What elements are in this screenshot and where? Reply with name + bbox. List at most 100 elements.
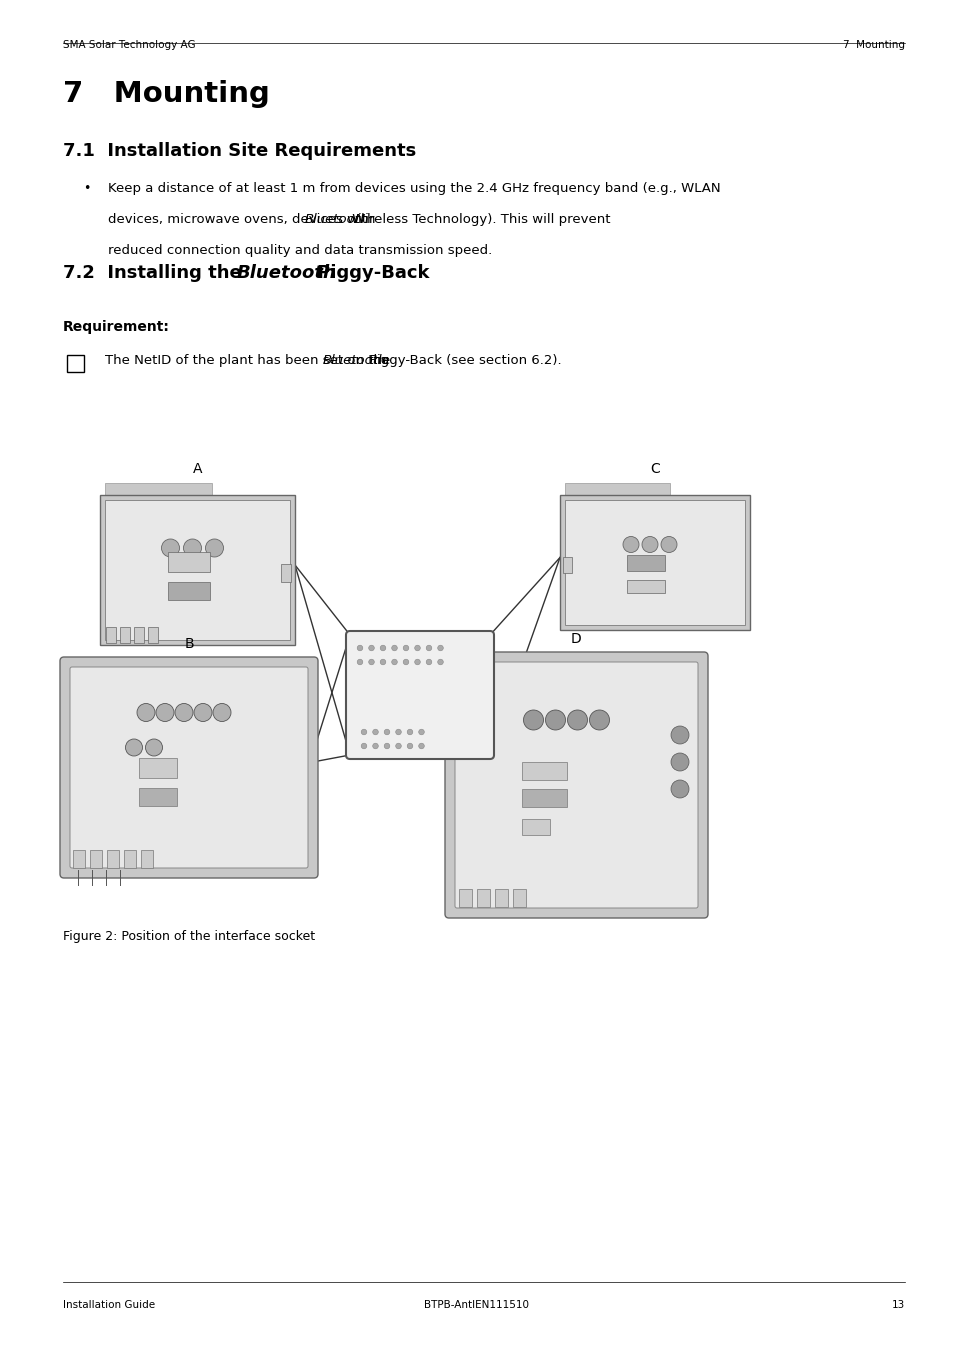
Circle shape xyxy=(356,660,362,665)
Bar xyxy=(521,790,566,807)
Bar xyxy=(107,850,119,868)
Circle shape xyxy=(368,660,374,665)
Text: Wireless Technology). This will prevent: Wireless Technology). This will prevent xyxy=(348,214,610,226)
Bar xyxy=(67,356,84,372)
Circle shape xyxy=(407,744,413,749)
FancyBboxPatch shape xyxy=(444,652,707,918)
Text: Bluetooth: Bluetooth xyxy=(236,264,336,283)
Circle shape xyxy=(384,729,390,734)
Circle shape xyxy=(426,660,432,665)
Bar xyxy=(521,763,566,780)
Text: devices, microwave ovens, devices with: devices, microwave ovens, devices with xyxy=(108,214,379,226)
Circle shape xyxy=(403,645,409,650)
Bar xyxy=(105,500,290,639)
Circle shape xyxy=(392,660,396,665)
Circle shape xyxy=(368,645,374,650)
Circle shape xyxy=(660,537,677,553)
Text: C: C xyxy=(649,462,659,476)
Text: D: D xyxy=(571,631,581,646)
Text: A: A xyxy=(193,462,202,476)
Text: B: B xyxy=(184,637,193,652)
Text: •: • xyxy=(83,183,91,195)
Text: Piggy-Back: Piggy-Back xyxy=(311,264,430,283)
Bar xyxy=(105,483,212,495)
Bar xyxy=(168,581,210,600)
Bar xyxy=(626,554,664,571)
Bar xyxy=(281,564,291,581)
Bar xyxy=(564,483,669,495)
Circle shape xyxy=(205,539,223,557)
Circle shape xyxy=(622,537,639,553)
Text: Figure 2: Position of the interface socket: Figure 2: Position of the interface sock… xyxy=(63,930,314,942)
Bar xyxy=(458,890,472,907)
Bar xyxy=(73,850,85,868)
Bar xyxy=(168,552,210,572)
Circle shape xyxy=(361,744,366,749)
Text: 7.2  Installing the: 7.2 Installing the xyxy=(63,264,248,283)
Circle shape xyxy=(426,645,432,650)
Bar xyxy=(148,627,158,644)
Circle shape xyxy=(174,703,193,722)
Text: Requirement:: Requirement: xyxy=(63,320,170,334)
Circle shape xyxy=(403,660,409,665)
Bar xyxy=(100,495,294,645)
FancyBboxPatch shape xyxy=(60,657,317,877)
Circle shape xyxy=(161,539,179,557)
Bar xyxy=(141,850,152,868)
Circle shape xyxy=(395,744,401,749)
Text: Installation Guide: Installation Guide xyxy=(63,1301,155,1310)
Text: Piggy-Back (see section 6.2).: Piggy-Back (see section 6.2). xyxy=(365,354,561,366)
Circle shape xyxy=(126,740,142,756)
Bar xyxy=(90,850,102,868)
Text: BTPB-AntIEN111510: BTPB-AntIEN111510 xyxy=(424,1301,529,1310)
Text: SMA Solar Technology AG: SMA Solar Technology AG xyxy=(63,41,195,50)
Bar xyxy=(495,890,507,907)
Circle shape xyxy=(373,744,378,749)
Circle shape xyxy=(156,703,173,722)
Circle shape xyxy=(137,703,154,722)
Circle shape xyxy=(437,645,443,650)
Text: 7   Mounting: 7 Mounting xyxy=(63,80,270,108)
Bar xyxy=(139,757,177,777)
Circle shape xyxy=(670,726,688,744)
Bar xyxy=(626,580,664,592)
Circle shape xyxy=(356,645,362,650)
Circle shape xyxy=(418,744,424,749)
Bar xyxy=(521,819,549,836)
Circle shape xyxy=(183,539,201,557)
Bar xyxy=(139,787,177,806)
Bar xyxy=(120,627,130,644)
Circle shape xyxy=(380,645,385,650)
FancyBboxPatch shape xyxy=(70,667,308,868)
Circle shape xyxy=(641,537,658,553)
Text: 7  Mounting: 7 Mounting xyxy=(842,41,904,50)
Circle shape xyxy=(415,645,420,650)
Text: Keep a distance of at least 1 m from devices using the 2.4 GHz frequency band (e: Keep a distance of at least 1 m from dev… xyxy=(108,183,720,195)
Circle shape xyxy=(395,729,401,734)
Circle shape xyxy=(545,710,565,730)
Circle shape xyxy=(384,744,390,749)
Text: Bluetooth: Bluetooth xyxy=(305,214,369,226)
Circle shape xyxy=(415,660,420,665)
Bar xyxy=(513,890,525,907)
Text: 7.1  Installation Site Requirements: 7.1 Installation Site Requirements xyxy=(63,142,416,160)
Circle shape xyxy=(392,645,396,650)
Circle shape xyxy=(146,740,162,756)
Bar xyxy=(106,627,116,644)
Circle shape xyxy=(418,729,424,734)
Circle shape xyxy=(407,729,413,734)
Circle shape xyxy=(567,710,587,730)
Circle shape xyxy=(670,780,688,798)
FancyBboxPatch shape xyxy=(346,631,494,758)
Circle shape xyxy=(589,710,609,730)
Circle shape xyxy=(437,660,443,665)
Text: The NetID of the plant has been set on the: The NetID of the plant has been set on t… xyxy=(105,354,395,366)
Circle shape xyxy=(361,729,366,734)
Circle shape xyxy=(213,703,231,722)
Text: 13: 13 xyxy=(891,1301,904,1310)
Circle shape xyxy=(523,710,543,730)
Circle shape xyxy=(380,660,385,665)
Circle shape xyxy=(193,703,212,722)
Bar xyxy=(562,557,572,572)
Circle shape xyxy=(373,729,378,734)
